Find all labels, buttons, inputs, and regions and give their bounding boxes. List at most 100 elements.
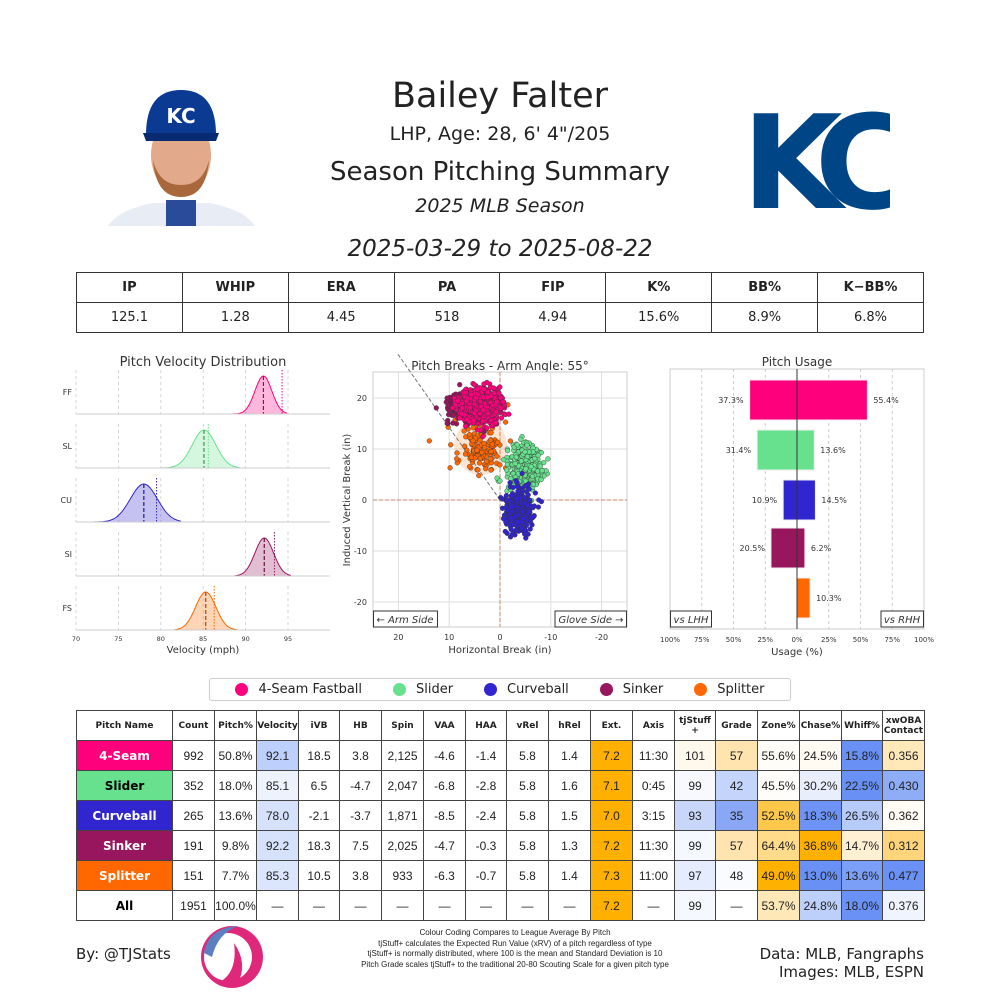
images-source: Images: MLB, ESPN	[778, 963, 924, 981]
legend-item: Slider	[392, 682, 453, 697]
metric-cell: 2,047	[381, 770, 424, 801]
lhh-usage-label: 10.9%	[752, 496, 778, 505]
player-headshot: KC	[108, 90, 255, 226]
pitch-name-cell: Splitter	[76, 860, 173, 891]
pitch-point	[531, 513, 537, 520]
metric-cell: 18.0%	[841, 890, 883, 921]
pitch-point	[459, 405, 465, 411]
metric-cell: 18.5	[298, 740, 340, 771]
pitch-point	[505, 448, 511, 454]
metric-cell: -8.5	[423, 800, 466, 831]
pitch-point	[476, 460, 483, 466]
legend-marker-icon	[599, 683, 613, 696]
column-header: VAA	[423, 710, 466, 741]
metric-cell: 0.356	[882, 740, 925, 771]
pitch-point	[426, 438, 432, 444]
player-bio: LHP, Age: 28, 6' 4"/205	[389, 123, 611, 145]
metric-cell: 99	[674, 830, 716, 861]
pitch-point	[523, 466, 529, 472]
metric-cell: 93	[674, 800, 716, 831]
metric-cell: 1,871	[381, 800, 424, 831]
pitch-metrics-table: Pitch Name Count Pitch% Velocity iVB HB Spin VA…	[76, 710, 925, 921]
metric-cell: 7.2	[590, 740, 633, 771]
metric-cell: 10.5	[298, 860, 340, 891]
pitch-point	[508, 515, 515, 521]
legend-label: Curveball	[507, 682, 569, 697]
x-tick-label: 0	[497, 633, 502, 642]
pitch-point	[488, 456, 494, 462]
metric-cell: 1.3	[548, 830, 591, 861]
column-header: Zone%	[757, 710, 800, 741]
pitch-point	[507, 480, 513, 486]
metric-cell: 0.477	[882, 860, 925, 891]
lhh-box	[670, 610, 712, 628]
pitch-point	[484, 425, 490, 431]
pitch-point	[536, 497, 542, 503]
pitch-point	[448, 442, 454, 448]
metric-cell: 85.1	[256, 770, 299, 801]
legend-item: 4-Seam Fastball	[235, 682, 362, 697]
pitch-type-label: SI	[65, 550, 72, 559]
pitch-point	[529, 473, 536, 480]
stat-value: 125.1	[76, 302, 183, 333]
footer-notes: Colour Coding Compares to League Average…	[300, 928, 730, 970]
pitch-point	[474, 447, 480, 453]
metric-cell: 3.8	[339, 860, 382, 891]
legend-item: Splitter	[694, 682, 764, 697]
pitch-point	[518, 436, 524, 443]
pitch-point	[524, 442, 530, 448]
metric-cell: 5.8	[506, 740, 549, 771]
table-row: All 1951 100.0% — — — — — — — —7.2—99—53.7% 24.8% 18…	[76, 890, 925, 921]
metric-cell: 0.430	[882, 770, 925, 801]
pitch-point	[526, 509, 532, 515]
stat-value: 1.28	[181, 302, 289, 333]
pitch-point	[452, 401, 458, 408]
x-tick-label: 90	[241, 635, 249, 643]
metric-cell: —	[256, 890, 299, 921]
y-axis-label: Induced Vertical Break (in)	[342, 434, 353, 567]
rhh-usage-label: 55.4%	[873, 396, 899, 405]
velocity-density-SI	[234, 537, 292, 577]
pitch-point	[537, 463, 543, 469]
stat-header: K−BB%	[817, 272, 924, 303]
metric-cell: —	[632, 890, 675, 921]
pitch-point	[483, 466, 489, 472]
metric-cell: 265	[172, 800, 215, 831]
pitch-point	[444, 420, 450, 427]
pitch-point	[520, 516, 526, 522]
note-line: tjStuff+ calculates the Expected Run Val…	[378, 938, 652, 948]
velocity-density-FF	[228, 375, 287, 415]
rhh-box	[880, 610, 924, 628]
metric-cell: 9.8%	[214, 830, 257, 861]
pitch-point	[463, 423, 469, 429]
pitch-point	[488, 467, 494, 473]
pitch-name-cell: All	[76, 890, 173, 921]
pitch-point	[519, 470, 525, 476]
column-header: Grade	[715, 710, 758, 741]
x-tick-label: 50%	[853, 636, 869, 644]
pitch-point	[509, 531, 516, 537]
metric-cell: 48	[715, 860, 758, 891]
x-tick-label: 50%	[726, 636, 742, 644]
note-line: tjStuff+ is normally distributed, where …	[367, 949, 663, 958]
stat-value: 4.94	[499, 302, 607, 333]
metric-cell: 92.2	[256, 830, 299, 861]
season-stats-table: IP WHIP ERA PA FIP K% BB% K−BB% 125.1 1.28 4.45 518…	[76, 272, 924, 333]
stat-header: FIP	[499, 272, 607, 303]
pitch-point	[479, 449, 485, 456]
metric-cell: —	[715, 890, 758, 921]
pitch-point	[503, 504, 509, 511]
stat-value: 4.45	[287, 302, 395, 333]
pitch-point	[498, 395, 504, 401]
stat-header: ERA	[287, 272, 395, 303]
pitch-point	[488, 399, 494, 406]
table-row: 4-Seam 992 50.8% 92.1 18.5 3.8 2,125 -4.6 -1.4 5.…	[76, 740, 925, 771]
stat-header: IP	[76, 272, 183, 303]
metric-cell: 97	[674, 860, 716, 891]
x-tick-label: -20	[595, 633, 608, 642]
x-tick-label: 85	[199, 635, 207, 643]
metric-cell: -3.7	[339, 800, 382, 831]
column-header: vRel	[506, 710, 549, 741]
rhh-usage-label: 10.3%	[816, 594, 842, 603]
lhh-label: vs LHH	[674, 615, 709, 626]
